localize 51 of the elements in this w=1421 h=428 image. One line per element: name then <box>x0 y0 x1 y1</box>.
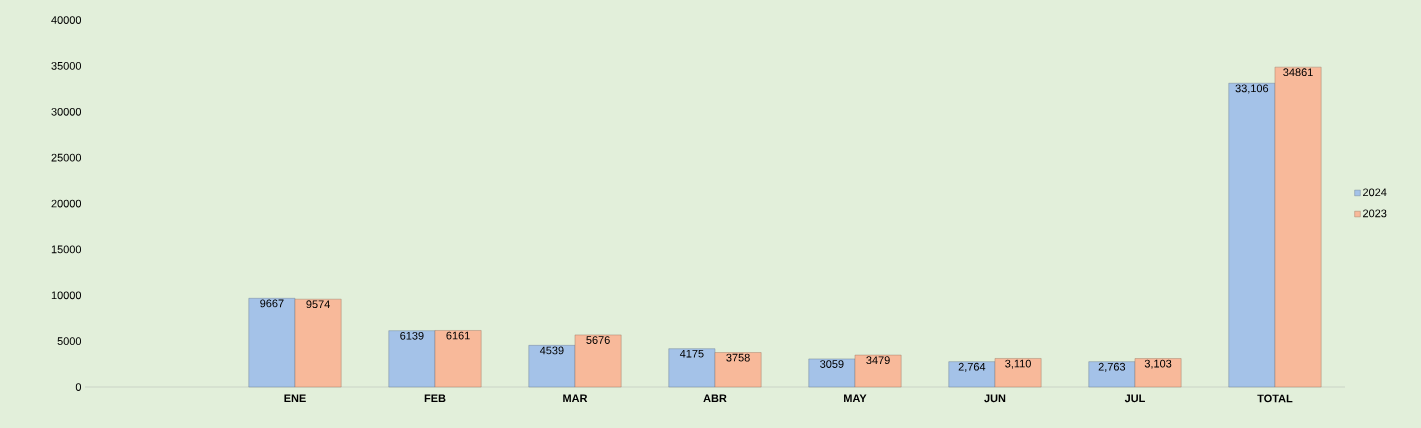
data-label: 6161 <box>446 331 470 340</box>
bar <box>1134 358 1182 388</box>
data-label: 2,764 <box>958 362 986 372</box>
data-label: 3,110 <box>1005 359 1031 369</box>
x-tick-label: TOTAL <box>1257 394 1293 403</box>
x-tick-label: JUL <box>1124 394 1145 403</box>
x-tick-label: MAY <box>844 394 867 403</box>
bar <box>1088 361 1136 388</box>
data-label: 6139 <box>400 331 424 340</box>
x-tick-label: MAR <box>563 394 588 403</box>
bar <box>1274 66 1322 388</box>
x-tick-label: JUN <box>984 394 1006 403</box>
bar <box>294 298 342 388</box>
data-label: 9667 <box>260 299 284 308</box>
data-label: 4175 <box>679 349 704 358</box>
bar <box>668 348 716 388</box>
data-label: 34861 <box>1283 68 1313 77</box>
bar <box>808 358 856 388</box>
data-label: 4539 <box>539 346 564 355</box>
y-tick-label: 15000 <box>51 245 82 254</box>
data-label: 3758 <box>726 353 750 362</box>
y-tick-label: 10000 <box>51 291 82 300</box>
y-tick-label: 20000 <box>51 199 82 208</box>
y-tick-label: 30000 <box>51 107 82 116</box>
bar <box>714 352 762 388</box>
data-label: 2,763 <box>1098 362 1126 372</box>
y-tick-label: 25000 <box>51 153 82 162</box>
data-label: 5676 <box>586 336 610 344</box>
data-label: 3059 <box>820 360 844 368</box>
bar <box>854 354 902 388</box>
y-tick-label: 0 <box>75 383 82 391</box>
bar <box>948 361 996 388</box>
x-tick-label: ABR <box>703 394 727 403</box>
x-tick-label: ENE <box>284 394 306 403</box>
bar <box>528 345 576 388</box>
data-label: 33,106 <box>1235 84 1269 94</box>
legend-label: 2024 <box>1363 188 1387 197</box>
legend-label: 2023 <box>1363 209 1387 218</box>
bar <box>248 298 296 388</box>
y-tick-label: 5000 <box>57 337 82 346</box>
data-label: 3479 <box>866 356 890 365</box>
y-tick-label: 35000 <box>51 62 82 70</box>
bar <box>388 330 436 388</box>
bar <box>574 334 622 388</box>
bar <box>434 330 482 388</box>
data-label: 3,103 <box>1144 359 1172 369</box>
y-tick-label: 40000 <box>51 16 82 24</box>
bar <box>994 358 1042 388</box>
bar <box>1228 83 1276 388</box>
x-tick-label: FEB <box>424 394 446 403</box>
data-label: 9574 <box>306 300 330 309</box>
